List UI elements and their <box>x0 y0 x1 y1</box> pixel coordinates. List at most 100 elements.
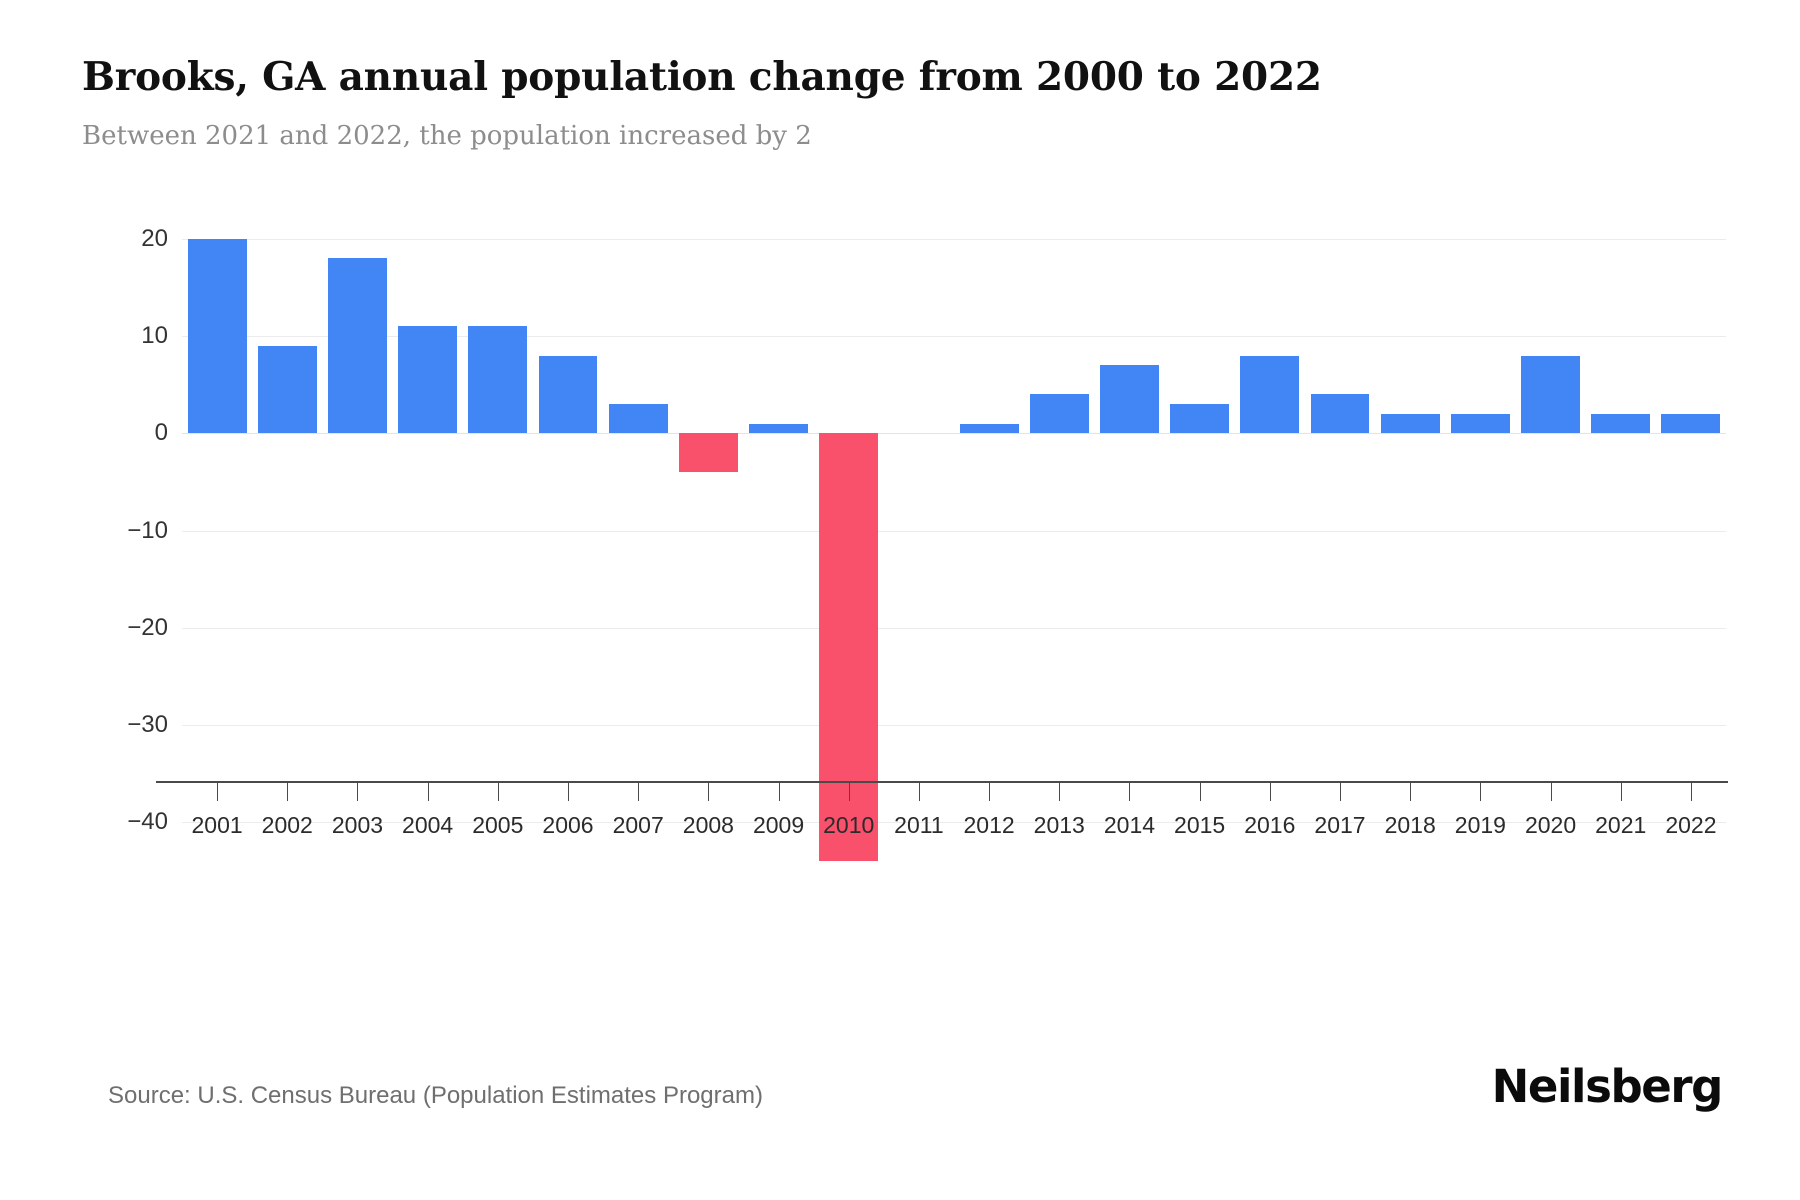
bar[interactable] <box>1310 394 1370 434</box>
bar-group[interactable] <box>1305 200 1375 900</box>
bar[interactable] <box>398 326 458 434</box>
bar[interactable] <box>1661 413 1721 434</box>
bar-group[interactable] <box>1024 200 1094 900</box>
x-axis-tick-label: 2014 <box>1103 812 1156 838</box>
bar-group[interactable] <box>1445 200 1515 900</box>
x-axis-tick <box>1620 783 1622 801</box>
bar-group[interactable] <box>252 200 322 900</box>
bar-group[interactable] <box>533 200 603 900</box>
x-axis-tick <box>1480 783 1482 801</box>
gridline <box>182 627 1726 629</box>
y-axis-tick-label: −40 <box>127 808 168 836</box>
chart-subtitle: Between 2021 and 2022, the population in… <box>82 121 812 151</box>
bar-group[interactable] <box>673 200 743 900</box>
bar-group[interactable] <box>1586 200 1656 900</box>
x-axis-tick <box>1340 783 1341 801</box>
x-axis-tick-label: 2015 <box>1174 812 1226 838</box>
bar[interactable] <box>819 433 879 862</box>
gridline <box>182 238 1726 240</box>
bar-group[interactable] <box>1235 200 1305 900</box>
x-axis-tick <box>427 783 429 801</box>
bar-group[interactable] <box>1375 200 1445 900</box>
x-axis-tick <box>1199 783 1201 801</box>
bar[interactable] <box>1240 355 1300 434</box>
x-axis-tick-label: 2001 <box>191 812 243 838</box>
x-axis-tick <box>568 783 569 801</box>
bar[interactable] <box>678 433 738 473</box>
zero-line <box>182 433 1726 435</box>
bar-group[interactable] <box>393 200 463 900</box>
bar[interactable] <box>1170 404 1230 434</box>
x-axis-tick-label: 2003 <box>331 812 384 838</box>
y-axis-labels: 20 10 0 −10 −20 −30 −40 <box>100 200 168 900</box>
bar-group[interactable] <box>1094 200 1164 900</box>
x-axis-tick <box>778 783 780 801</box>
y-axis-tick-label: −10 <box>127 516 168 544</box>
x-axis-tick <box>1410 783 1412 801</box>
x-axis-labels: 2001 2002 2003 2004 2005 2006 2007 2008 2009 2010… <box>182 812 1726 852</box>
bar-group[interactable] <box>322 200 392 900</box>
gridline <box>182 822 1726 824</box>
x-axis-tick-label: 2017 <box>1314 812 1366 838</box>
bar-group[interactable] <box>463 200 533 900</box>
x-axis-tick-label: 2016 <box>1244 812 1296 838</box>
x-axis-tick-label: 2012 <box>963 812 1015 838</box>
x-axis-tick-label: 2020 <box>1524 812 1577 838</box>
x-axis-tick <box>1269 783 1271 801</box>
x-axis-tick <box>638 783 640 801</box>
bar[interactable] <box>608 404 668 434</box>
grid-lines <box>182 200 1726 900</box>
bar[interactable] <box>1380 413 1440 434</box>
y-axis-tick-label: 0 <box>154 419 168 447</box>
x-axis-tick-label: 2010 <box>823 812 875 838</box>
bar-group[interactable] <box>1656 200 1726 900</box>
bar[interactable] <box>187 238 247 434</box>
x-axis-tick-label: 2008 <box>682 812 734 838</box>
x-axis-tick-label: 2018 <box>1384 812 1436 838</box>
bar-group[interactable] <box>954 200 1024 900</box>
x-axis-tick-label: 2013 <box>1033 812 1085 838</box>
x-axis-tick <box>989 783 991 801</box>
bar[interactable] <box>257 345 317 434</box>
bar-group[interactable] <box>1515 200 1585 900</box>
y-axis-tick-label: 20 <box>141 224 168 252</box>
x-axis-tick <box>287 783 289 801</box>
gridline <box>182 336 1726 338</box>
x-axis-ticks <box>182 783 1726 803</box>
x-axis-tick <box>708 783 710 801</box>
bar[interactable] <box>1029 394 1089 434</box>
y-axis-tick-label: 10 <box>141 322 168 350</box>
x-axis-tick <box>848 783 850 801</box>
bar[interactable] <box>1591 413 1651 434</box>
x-axis-tick-label: 2009 <box>752 812 805 838</box>
y-axis-tick-label: −30 <box>127 711 168 738</box>
bar-group[interactable] <box>743 200 813 900</box>
x-axis-tick <box>1059 783 1061 801</box>
bar[interactable] <box>749 423 808 434</box>
bar-group[interactable] <box>814 200 884 900</box>
x-axis-tick-label: 2011 <box>894 812 944 838</box>
x-axis-tick-label: 2002 <box>261 812 313 838</box>
x-axis-tick <box>497 783 499 801</box>
x-axis-tick <box>1129 783 1131 801</box>
x-axis-tick <box>217 783 219 801</box>
x-axis-tick-label: 2004 <box>402 812 454 838</box>
bar[interactable] <box>327 258 387 434</box>
bar-group[interactable] <box>1165 200 1235 900</box>
bar[interactable] <box>1521 355 1580 434</box>
bar-series <box>182 200 1726 900</box>
source-note: Source: U.S. Census Bureau (Population E… <box>108 1082 763 1109</box>
bar[interactable] <box>538 355 598 434</box>
bar-group[interactable] <box>182 200 252 900</box>
bar[interactable] <box>1099 365 1159 434</box>
x-axis-tick-label: 2022 <box>1665 812 1717 838</box>
bar-group[interactable] <box>603 200 673 900</box>
bar[interactable] <box>468 326 528 434</box>
bar[interactable] <box>1450 413 1510 434</box>
bar[interactable] <box>959 423 1019 434</box>
gridline <box>182 725 1726 726</box>
chart-header: Brooks, GA annual population change from… <box>82 52 1722 156</box>
gridline <box>182 530 1726 532</box>
plot-area: 20 10 0 −10 −20 −30 −40 <box>0 200 1800 900</box>
